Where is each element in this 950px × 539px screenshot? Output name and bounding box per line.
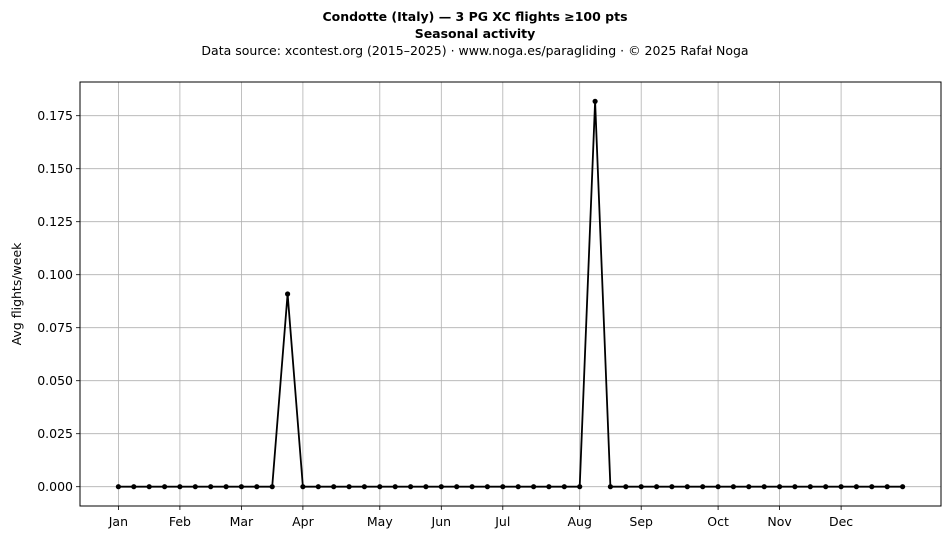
- data-point: [515, 484, 521, 490]
- data-point: [162, 484, 168, 490]
- data-point: [761, 484, 767, 490]
- data-point: [208, 484, 214, 490]
- data-point: [361, 484, 367, 490]
- data-point: [654, 484, 660, 490]
- data-point: [684, 484, 690, 490]
- data-point: [454, 484, 460, 490]
- x-tick-label: Jun: [431, 514, 452, 529]
- data-point: [853, 484, 860, 490]
- chart-subtitle: Seasonal activity: [414, 26, 536, 41]
- data-point: [238, 484, 244, 490]
- x-tick-label: Aug: [567, 514, 591, 529]
- data-point: [131, 484, 137, 490]
- data-point: [146, 484, 152, 490]
- plot-frame: [79, 81, 942, 507]
- data-point: [331, 484, 337, 490]
- x-tick-label: Jan: [108, 514, 128, 529]
- data-point: [715, 484, 721, 490]
- data-point: [438, 484, 444, 490]
- x-tick-label: Nov: [767, 514, 792, 529]
- data-point: [777, 484, 783, 490]
- data-point: [730, 484, 737, 490]
- data-point: [346, 484, 352, 490]
- data-point: [746, 484, 752, 490]
- data-point: [269, 484, 275, 490]
- data-point: [577, 484, 583, 490]
- data-point: [623, 484, 629, 490]
- data-point: [669, 484, 675, 490]
- data-point: [315, 484, 321, 490]
- data-point: [546, 484, 552, 490]
- data-point: [700, 484, 706, 490]
- data-point: [592, 98, 598, 104]
- data-point: [177, 484, 183, 490]
- data-point: [900, 484, 906, 490]
- y-tick-label: 0.000: [37, 479, 73, 494]
- data-point: [254, 484, 260, 490]
- data-point: [300, 484, 306, 490]
- data-point: [607, 484, 614, 490]
- chart-title: Condotte (Italy) — 3 PG XC flights ≥100 …: [322, 9, 628, 24]
- y-tick-label: 0.150: [37, 161, 73, 176]
- x-tick-label: May: [367, 514, 393, 529]
- data-point: [423, 484, 429, 490]
- axis-ticks: Jan Feb Mar Apr May Jun Jul Aug Sep Oct Nov Dec 0.00…: [37, 108, 853, 529]
- data-point: [792, 484, 798, 490]
- y-tick-label: 0.025: [37, 426, 73, 441]
- data-point: [561, 484, 567, 490]
- series-line: [118, 100, 903, 488]
- x-tick-label: Mar: [230, 514, 254, 529]
- x-tick-label: Jul: [494, 514, 510, 529]
- grid: [80, 82, 941, 506]
- data-point: [192, 484, 198, 490]
- data-point: [531, 484, 537, 490]
- data-point: [638, 484, 644, 490]
- data-point: [377, 484, 383, 490]
- x-tick-label: Feb: [169, 514, 191, 529]
- series-layer: [115, 98, 906, 490]
- data-point: [408, 484, 414, 490]
- data-point: [392, 484, 398, 490]
- data-point: [223, 484, 229, 490]
- y-tick-label: 0.100: [37, 267, 73, 282]
- data-point: [115, 484, 121, 490]
- y-tick-label: 0.125: [37, 214, 73, 229]
- x-tick-label: Sep: [629, 514, 653, 529]
- x-tick-label: Oct: [707, 514, 729, 529]
- data-point: [469, 484, 475, 490]
- y-tick-label: 0.075: [37, 320, 73, 335]
- y-tick-label: 0.175: [37, 108, 73, 123]
- data-point: [500, 484, 506, 490]
- data-point: [285, 291, 291, 297]
- x-tick-label: Dec: [829, 514, 853, 529]
- data-point: [884, 484, 890, 490]
- y-axis-label: Avg flights/week: [9, 242, 24, 346]
- y-tick-label: 0.050: [37, 373, 73, 388]
- data-point: [838, 484, 844, 490]
- data-point: [869, 484, 875, 490]
- data-point: [484, 484, 490, 490]
- data-point: [823, 484, 829, 490]
- data-point: [807, 484, 813, 490]
- x-tick-label: Apr: [292, 514, 314, 529]
- chart-source-note: Data source: xcontest.org (2015–2025) · …: [201, 43, 749, 58]
